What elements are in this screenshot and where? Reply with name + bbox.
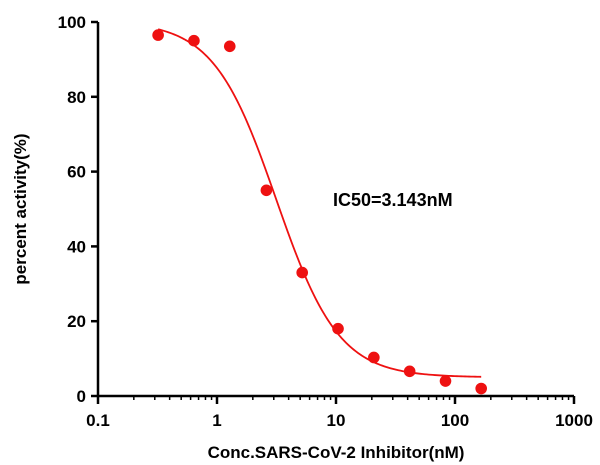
data-point [296,266,309,279]
x-tick-label: 0.1 [86,411,110,430]
data-point [188,34,200,47]
axes [91,20,576,404]
x-tick-label: 10 [327,411,346,430]
fit-curve-layer [157,28,482,378]
data-point [152,29,164,41]
data-points-layer [152,29,487,395]
fit-curve [157,28,482,378]
x-axis-title: Conc.SARS-CoV-2 Inhibitor(nM) [208,443,465,462]
data-point [260,184,273,197]
data-point [439,375,452,387]
y-tick-label: 40 [67,237,86,256]
x-tick-label: 1 [212,411,221,430]
y-tick-label: 60 [67,163,86,182]
data-point [223,40,236,53]
y-tick-label: 0 [77,387,86,406]
ic50-annotation: IC50=3.143nM [333,190,453,210]
data-point [475,382,487,395]
tick-labels-layer: 0 20 40 60 80 100 0.1 1 10 100 1000 [58,13,593,430]
x-tick-label: 1000 [555,411,593,430]
data-point [403,365,416,378]
data-point [332,322,344,335]
data-point [368,351,380,364]
x-tick-label: 100 [441,411,469,430]
y-tick-label: 100 [58,13,86,32]
y-tick-label: 20 [67,312,86,331]
y-axis-title: percent activity(%) [11,133,30,284]
y-tick-label: 80 [67,88,86,107]
